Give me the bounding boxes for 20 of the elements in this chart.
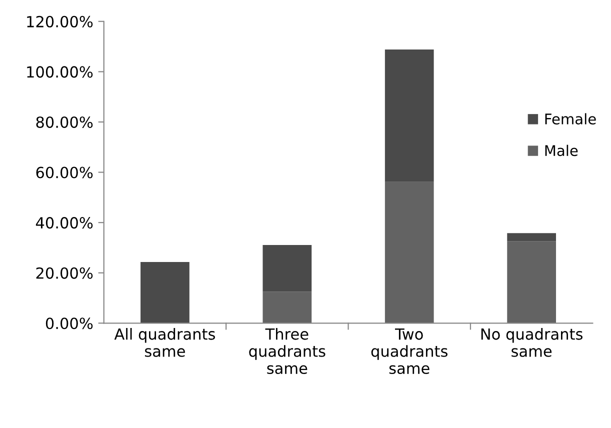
y-tick-label: 0.00% (46, 318, 93, 330)
bar (384, 50, 434, 182)
x-tick-label: Two quadrants same (371, 328, 448, 374)
bar (140, 262, 190, 324)
y-tick-label: 100.00% (27, 66, 93, 78)
bar (384, 182, 434, 324)
y-tick-label: 20.00% (36, 267, 93, 279)
y-tick-label: 80.00% (36, 116, 93, 128)
x-tick-label: All quadrants same (114, 328, 215, 357)
y-tick-label: 40.00% (36, 217, 93, 229)
bar (262, 244, 312, 292)
x-tick-label: Three quadrants same (249, 328, 326, 374)
bar (262, 292, 312, 324)
x-tick-label: No quadrants same (481, 328, 582, 357)
legend-label: Male (545, 144, 578, 156)
y-tick-label: 120.00% (27, 16, 93, 28)
bar (507, 241, 556, 324)
bar (507, 233, 556, 242)
y-tick-label: 60.00% (36, 166, 93, 178)
legend-label: Female (545, 113, 596, 124)
